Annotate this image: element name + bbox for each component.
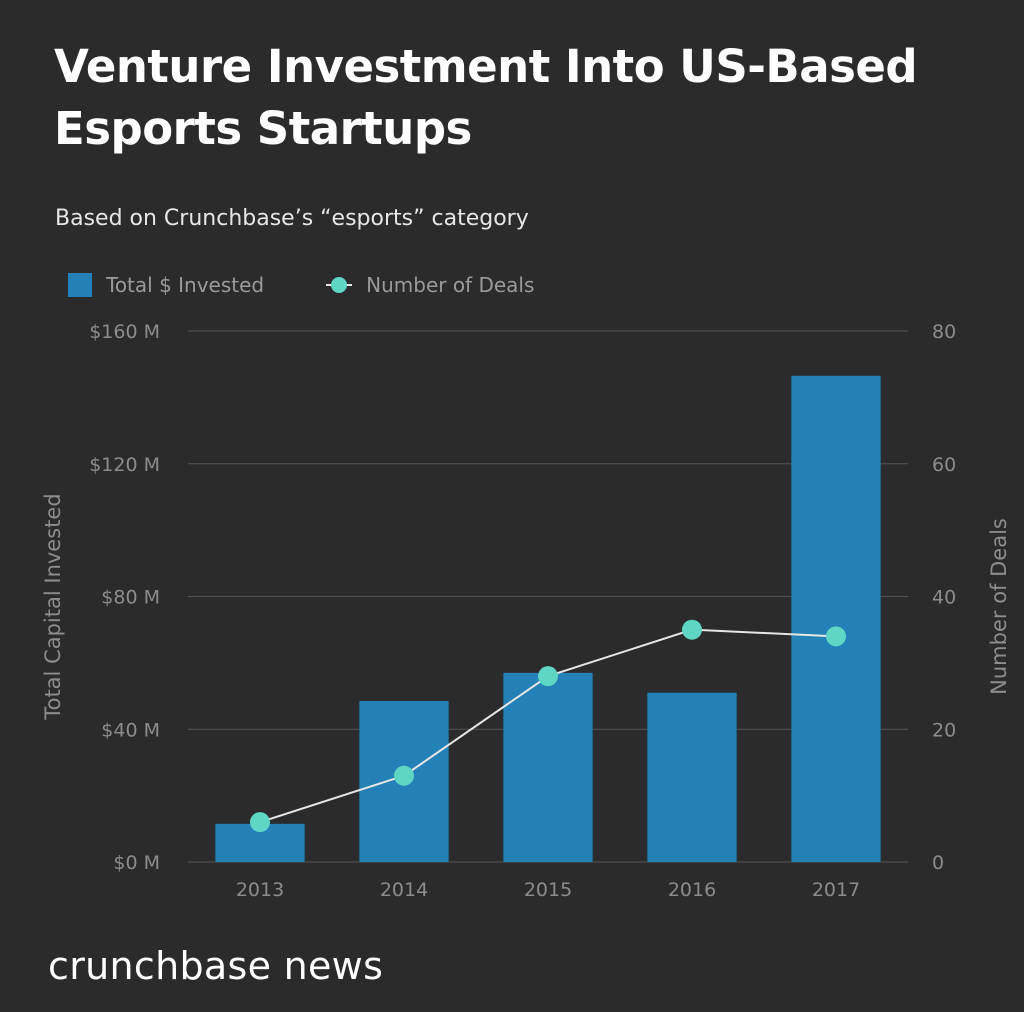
y-tick-label-right: 20 bbox=[932, 719, 956, 741]
chart-subtitle: Based on Crunchbase’s “esports” category bbox=[55, 206, 529, 231]
x-tick-label: 2013 bbox=[236, 879, 284, 901]
deal-point-2015 bbox=[538, 666, 558, 687]
legend-item-bars: Total $ Invested bbox=[68, 273, 264, 297]
deal-point-2016 bbox=[682, 619, 702, 640]
x-tick-label: 2016 bbox=[668, 879, 716, 901]
bar-2015 bbox=[503, 672, 593, 862]
chart-plot: $0 M 0 $40 M 20 $80 M 40 $120 M 60 $160 M 80 Total… bbox=[41, 321, 1011, 901]
y-tick-label-left: $160 M bbox=[89, 321, 160, 343]
deal-point-2014 bbox=[394, 765, 414, 786]
bar-2017 bbox=[791, 375, 881, 862]
legend-swatch-bar bbox=[68, 273, 92, 297]
x-tick-label: 2017 bbox=[812, 879, 860, 901]
y-tick-label-right: 0 bbox=[932, 852, 944, 874]
y-tick-label-left: $40 M bbox=[101, 719, 160, 741]
chart-title: Venture Investment Into US-Based Esports… bbox=[54, 40, 918, 155]
x-tick-label: 2014 bbox=[380, 879, 428, 901]
y-tick-label-left: $120 M bbox=[89, 454, 160, 476]
y-tick-label-right: 80 bbox=[932, 321, 956, 343]
legend-item-line: Number of Deals bbox=[326, 273, 534, 297]
y-tick-label-right: 60 bbox=[932, 454, 956, 476]
legend-swatch-line bbox=[326, 275, 353, 295]
legend: Total $ Invested Number of Deals bbox=[68, 270, 534, 300]
legend-label-line: Number of Deals bbox=[366, 273, 535, 297]
bar-2016 bbox=[647, 692, 737, 862]
deal-point-2017 bbox=[826, 626, 846, 647]
y-axis-title-right: Number of Deals bbox=[987, 518, 1011, 695]
deal-point-2013 bbox=[250, 812, 270, 833]
y-tick-label-right: 40 bbox=[932, 587, 956, 609]
y-tick-label-left: $0 M bbox=[113, 852, 160, 874]
brand-logo: crunchbase news bbox=[48, 944, 384, 988]
legend-label-bars: Total $ Invested bbox=[106, 273, 265, 297]
y-tick-label-left: $80 M bbox=[101, 587, 160, 609]
x-tick-label: 2015 bbox=[524, 879, 572, 901]
y-axis-title-left: Total Capital Invested bbox=[41, 493, 65, 720]
